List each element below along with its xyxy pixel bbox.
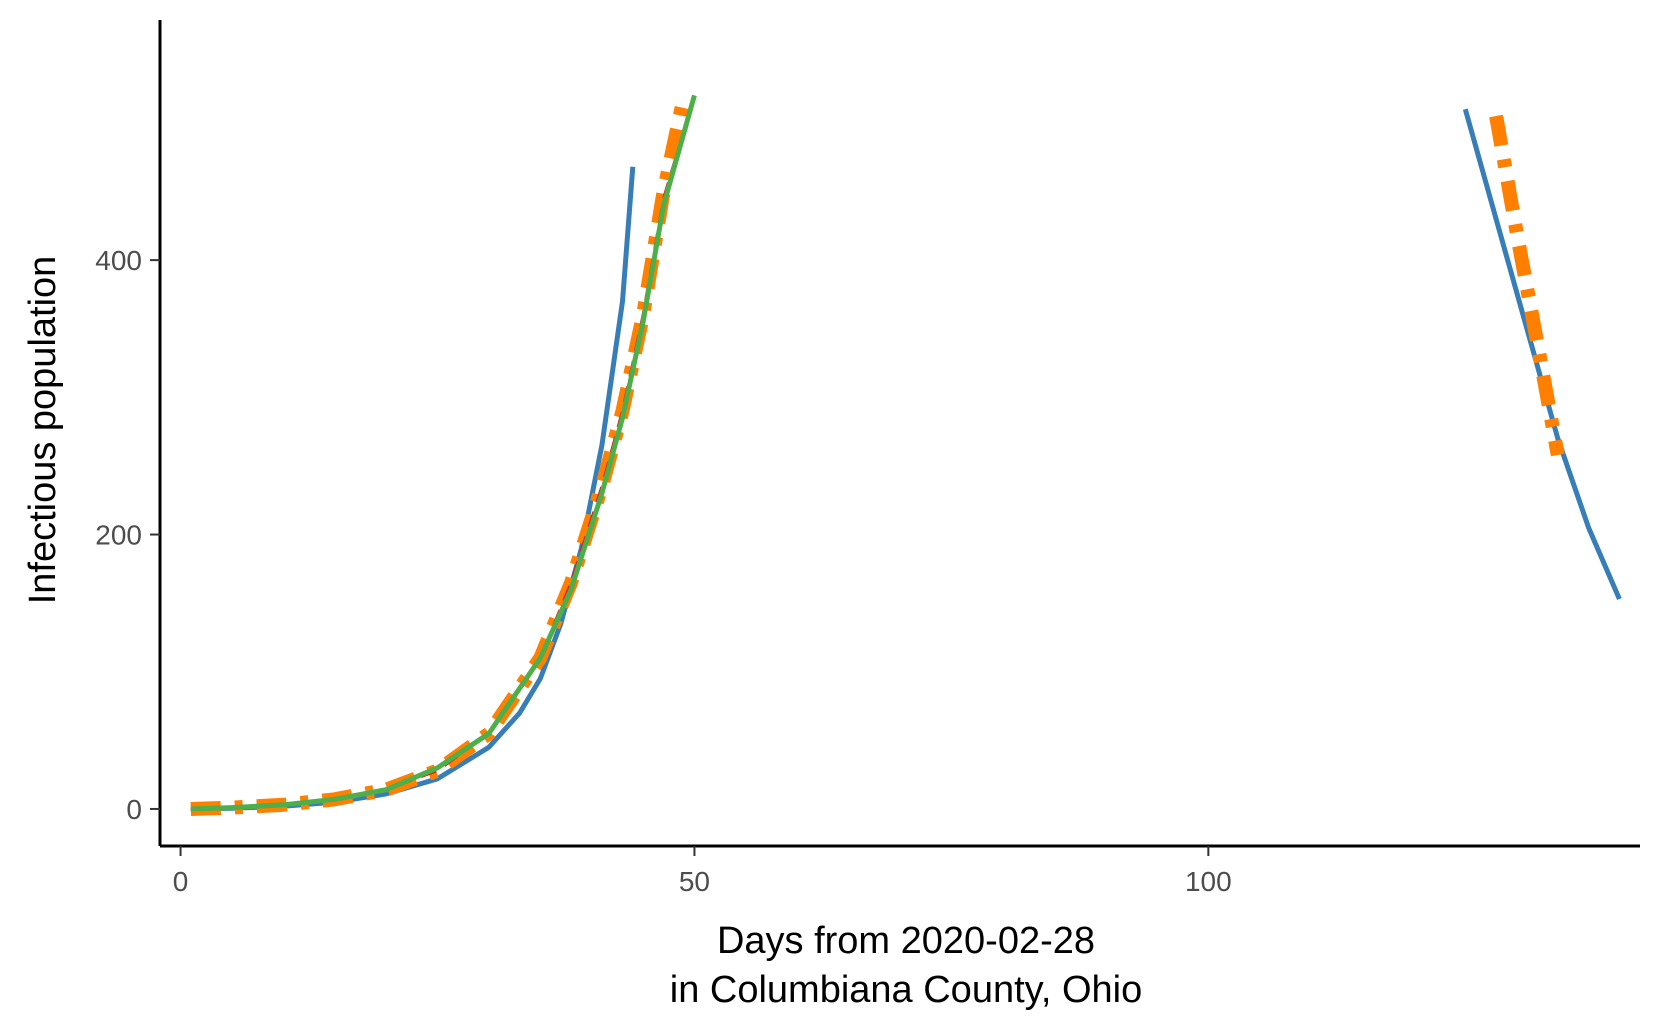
x-axis-title-line-2: in Columbiana County, Ohio — [670, 969, 1142, 1011]
x-tick-label-50: 50 — [679, 866, 710, 897]
y-tick-label-200: 200 — [95, 520, 142, 551]
x-tick-label-100: 100 — [1185, 866, 1232, 897]
series-1-segment-0 — [190, 94, 692, 816]
series-3-segment-0 — [190, 94, 697, 812]
x-axis-title-line-1: Days from 2020-02-28 — [717, 920, 1095, 962]
axis-layer: 0 200 400 0 50 100 — [95, 20, 1640, 897]
series-0-segment-0 — [190, 166, 636, 812]
y-tick-label-400: 400 — [95, 245, 142, 276]
x-tick-label-0: 0 — [173, 866, 189, 897]
series-layer — [190, 94, 1622, 816]
y-axis-title: Infectious population — [22, 256, 64, 605]
series-1-segment-1 — [1489, 114, 1565, 457]
y-tick-label-0: 0 — [126, 794, 142, 825]
series-2-segment-0 — [190, 95, 696, 811]
